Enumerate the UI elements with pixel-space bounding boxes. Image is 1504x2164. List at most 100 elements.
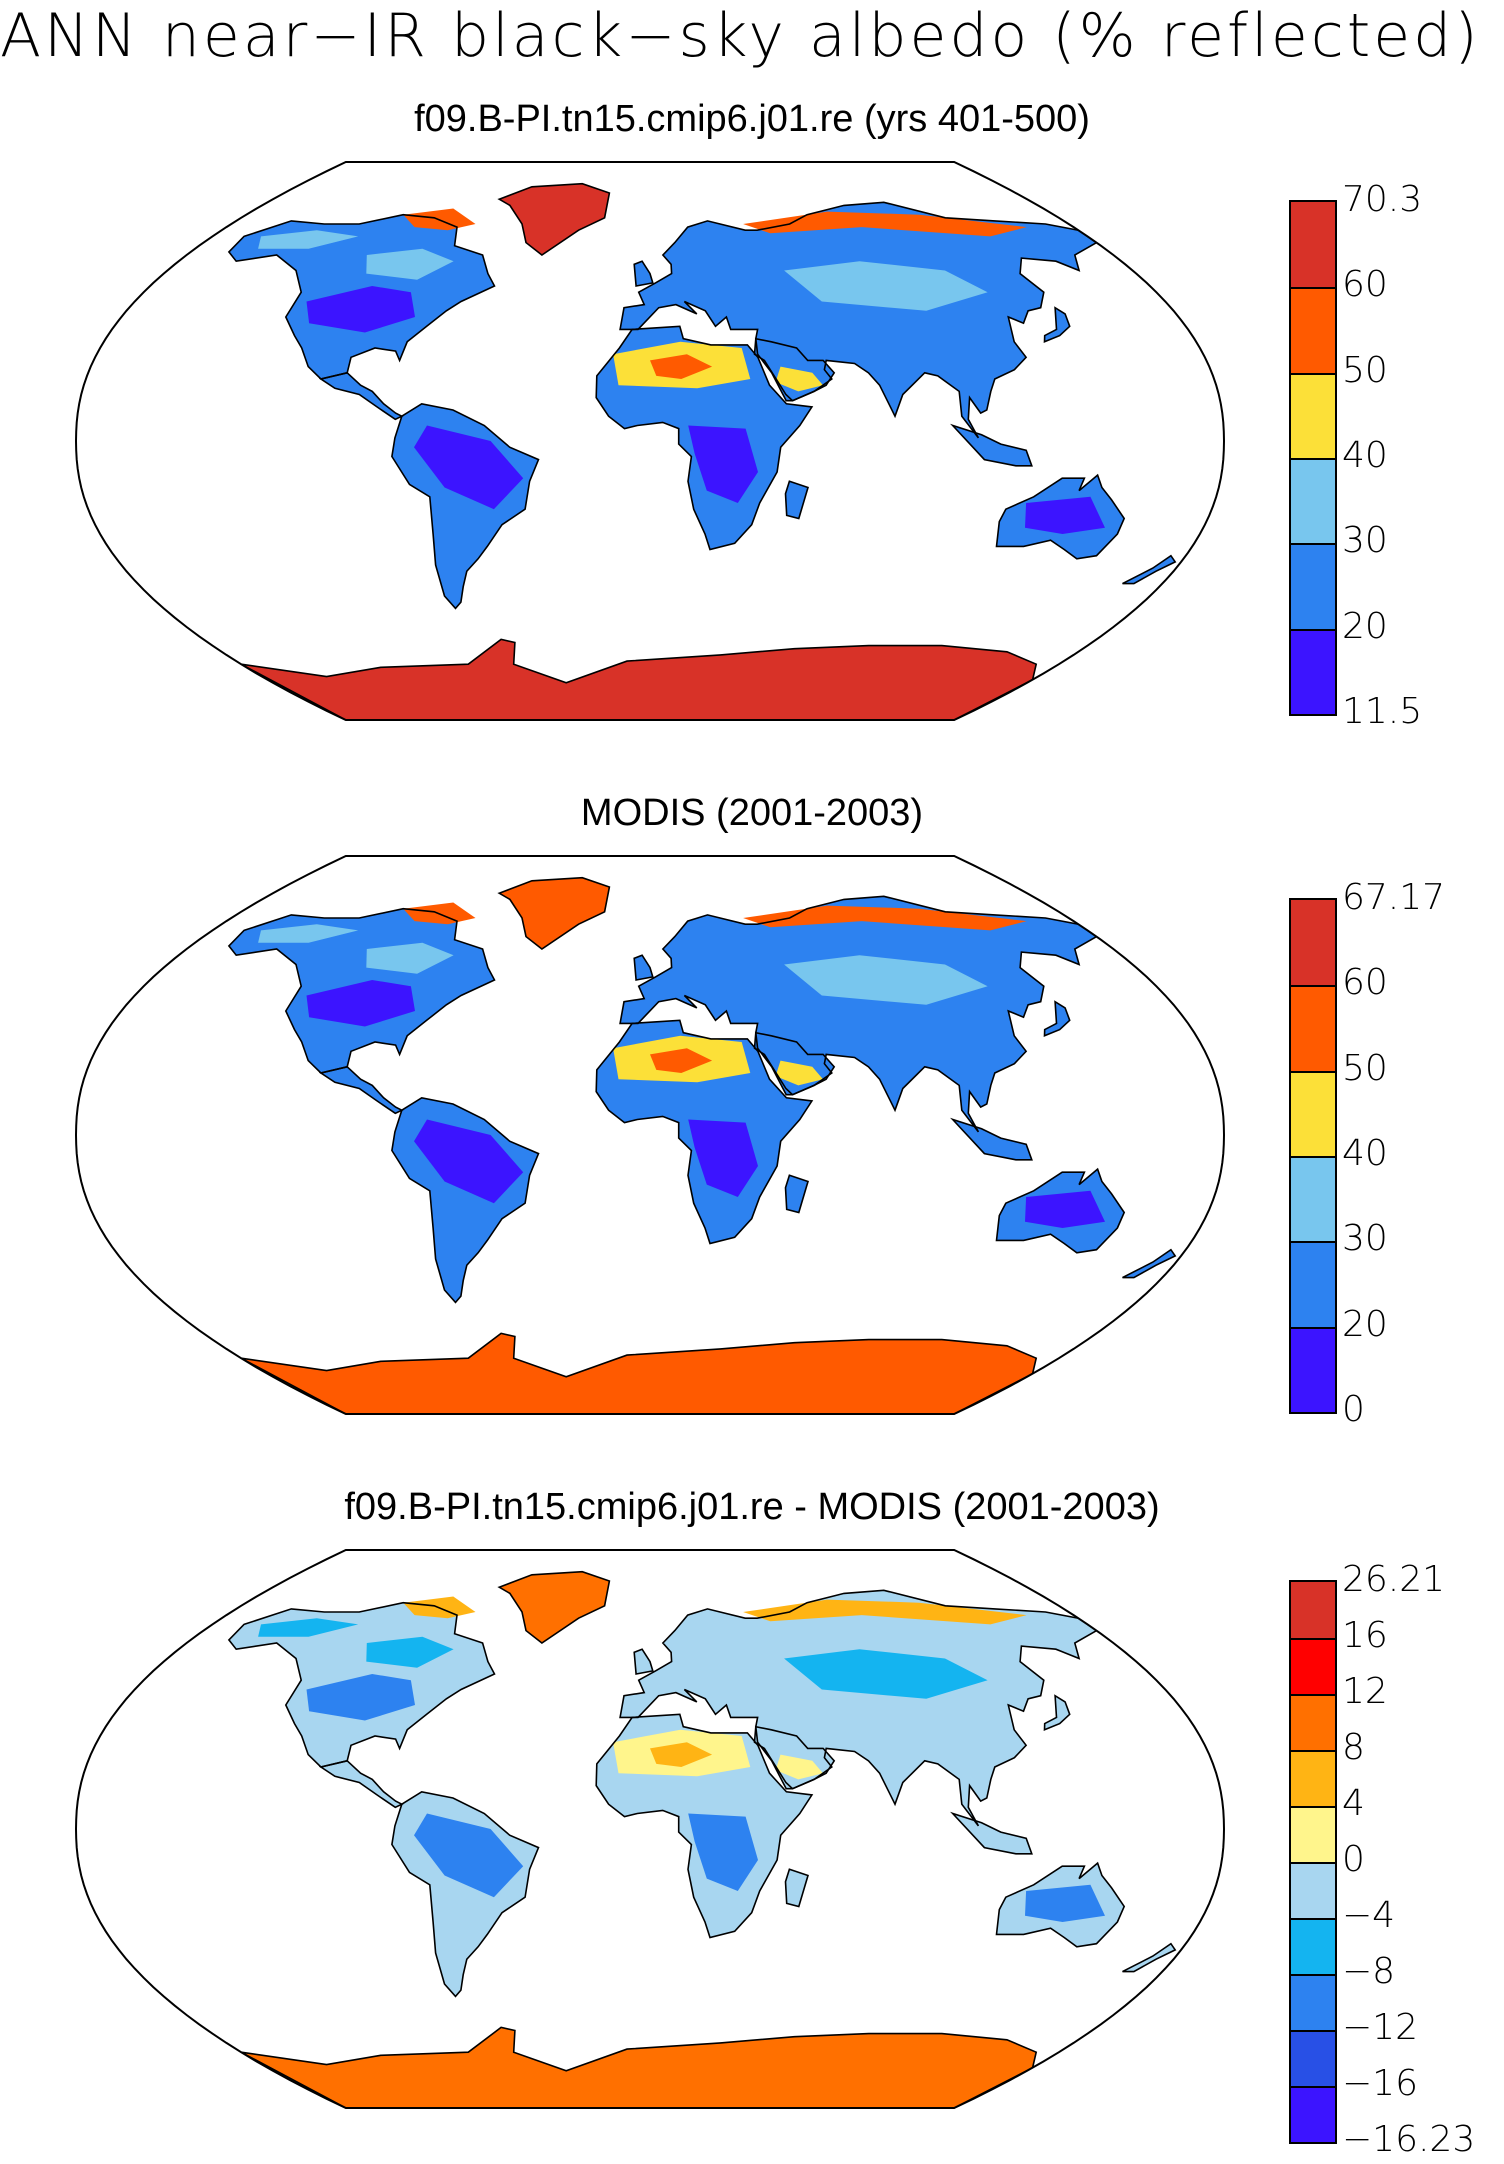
coastline-madagascar: [784, 1868, 809, 1908]
colorbar-segment: [1291, 202, 1335, 288]
colorbar-label: 50: [1342, 349, 1388, 391]
field-patch-low: [1025, 1884, 1105, 1922]
colorbar-segment: [1291, 985, 1335, 1071]
field-patch-hot: [650, 1742, 713, 1767]
field-patch-low: [306, 286, 415, 333]
coastline-uk: [633, 1648, 654, 1675]
land-central-america: [320, 372, 402, 420]
figure-title: ANN near−IR black−sky albedo (% reflecte…: [0, 1, 1481, 71]
map-border: [74, 161, 1226, 721]
coastline-new-zealand: [1122, 1942, 1177, 1973]
coastline-greenland: [497, 1570, 611, 1644]
field-patch-low: [688, 1119, 758, 1197]
coastline-australia: [995, 1167, 1126, 1254]
colorbar-label: 20: [1342, 605, 1388, 647]
coastline-central-america: [318, 1759, 404, 1809]
field-patch-hot: [650, 1048, 713, 1073]
coastline-madagascar: [784, 480, 809, 520]
land-central-america: [320, 1760, 402, 1808]
coastline-australia: [995, 473, 1126, 560]
coastline-south-america: [391, 402, 540, 610]
land-central-america: [320, 1066, 402, 1114]
coastline-eurasia: [619, 201, 1099, 439]
field-patch-low: [306, 1674, 415, 1721]
coastline-greenland: [497, 876, 611, 950]
land-uk: [634, 261, 653, 286]
land-madagascar: [785, 1175, 808, 1213]
map-panel: MODIS (2001-2003) 67.17 60 50 40 30 20 0: [0, 790, 1504, 1470]
world-map: [74, 855, 1226, 1415]
colorbar-label: 67.17: [1342, 877, 1446, 918]
colorbar-label: −16: [1342, 2063, 1418, 2104]
coastline-arabia: [754, 1031, 836, 1096]
field-patch-ice: [499, 1571, 610, 1643]
colorbar-segment: [1291, 1974, 1335, 2030]
map-panel: f09.B-PI.tn15.cmip6.j01.re (yrs 401-500)…: [0, 96, 1504, 776]
coastline-new-zealand: [1122, 1248, 1177, 1279]
colorbar-label: 0: [1342, 1389, 1365, 1430]
land-madagascar: [785, 1869, 808, 1907]
colorbar-segment: [1291, 900, 1335, 986]
field-patch-mid: [258, 1618, 359, 1637]
coastline-uk: [633, 954, 654, 981]
coastline-japan: [1043, 1000, 1071, 1038]
colorbar-segment: [1291, 1694, 1335, 1750]
land-uk: [634, 1649, 653, 1674]
colorbar-label: 30: [1342, 520, 1388, 562]
colorbar-label: 70.3: [1342, 179, 1423, 220]
coastline-new-zealand: [1122, 554, 1177, 585]
coastline-greenland: [497, 182, 611, 256]
colorbar-label: 60: [1342, 962, 1388, 1004]
coastline-arabia: [754, 337, 836, 402]
coastline-uk: [633, 260, 654, 287]
colorbar-label: 60: [1342, 264, 1388, 306]
field-patch-mid: [784, 261, 988, 311]
colorbar-segment: [1291, 1582, 1335, 1638]
colorbar: [1289, 898, 1337, 1414]
panel-title: f09.B-PI.tn15.cmip6.j01.re - MODIS (2001…: [0, 1484, 1504, 1530]
colorbar-segment: [1291, 287, 1335, 373]
field-patch-mid: [366, 942, 454, 974]
colorbar-segment: [1291, 458, 1335, 544]
colorbar-segment: [1291, 543, 1335, 629]
field-patch-mid: [784, 1649, 988, 1699]
panel-title-text: MODIS (2001-2003): [580, 792, 924, 834]
field-patch-mid: [366, 1636, 454, 1668]
coastline-indonesia: [950, 1811, 1033, 1855]
land-indonesia: [952, 425, 1032, 466]
coastline-arabia: [754, 1725, 836, 1790]
field-patch-low: [1025, 1190, 1105, 1228]
colorbar-segment: [1291, 1750, 1335, 1806]
colorbar-label: 30: [1342, 1218, 1388, 1260]
coastline-indonesia: [950, 1117, 1033, 1161]
field-patch-low: [414, 1813, 524, 1898]
field-patch-low: [414, 1119, 524, 1204]
panel-title: f09.B-PI.tn15.cmip6.j01.re (yrs 401-500): [0, 96, 1504, 142]
colorbar-label: 12: [1342, 1671, 1388, 1712]
field-patch-low: [306, 980, 415, 1027]
field-patch-desert: [775, 1754, 823, 1780]
colorbar-label: 40: [1342, 1133, 1388, 1174]
coastline-indonesia: [950, 423, 1033, 467]
colorbar-label: 11.5: [1342, 691, 1423, 732]
field-patch-low: [688, 1813, 758, 1891]
field-patch-hot: [743, 905, 1027, 931]
colorbar-segment: [1291, 1156, 1335, 1242]
colorbar-label: −4: [1342, 1895, 1396, 1936]
coastline-australia: [995, 1861, 1126, 1948]
colorbar-label: −8: [1342, 1951, 1396, 1992]
land-indonesia: [952, 1119, 1032, 1160]
coastline-africa: [595, 325, 814, 551]
coastline-africa: [595, 1713, 814, 1939]
land-indonesia: [952, 1813, 1032, 1854]
land-madagascar: [785, 481, 808, 519]
field-patch-low: [1025, 496, 1105, 534]
colorbar-label: 40: [1342, 435, 1388, 476]
coastline-north-america: [227, 1601, 496, 1768]
field-patch-hot: [743, 211, 1027, 237]
field-patch-mid: [258, 230, 359, 249]
world-map: [74, 161, 1226, 721]
field-patch-low: [688, 425, 758, 503]
panel-title: MODIS (2001-2003): [0, 790, 1504, 836]
coastline-north-america: [227, 213, 496, 380]
